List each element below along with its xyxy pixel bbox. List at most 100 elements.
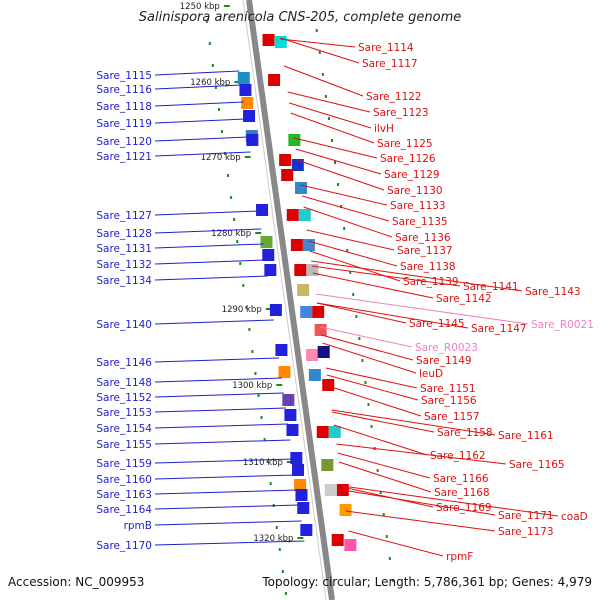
gene-label-Sare_1147: Sare_1147 xyxy=(471,323,527,335)
gene-feature-forward xyxy=(268,74,281,86)
leader-line xyxy=(333,424,428,456)
leader-line xyxy=(311,265,461,287)
leader-line xyxy=(154,520,302,526)
gene-feature-forward xyxy=(286,209,299,221)
leader-line xyxy=(154,504,300,510)
gene-feature-forward xyxy=(331,534,344,546)
scale-tick-label: 1250 kbp xyxy=(180,2,220,12)
gene-feature-reverse xyxy=(241,97,254,109)
leader-line xyxy=(154,540,305,546)
leader-line xyxy=(312,272,434,299)
leader-line xyxy=(154,377,282,383)
leader-line xyxy=(154,151,251,157)
gene-feature-reverse xyxy=(294,479,307,491)
gene-feature-forward xyxy=(294,264,307,276)
leader-line xyxy=(293,137,378,159)
leader-line xyxy=(154,458,294,464)
gene-feature-reverse xyxy=(243,110,256,122)
gene-label-Sare_1134: Sare_1134 xyxy=(96,275,152,287)
gene-label-Sare_1131: Sare_1131 xyxy=(96,243,152,255)
leader-line xyxy=(154,407,287,413)
gene-label-Sare_1122: Sare_1122 xyxy=(366,91,422,103)
gene-feature-forward xyxy=(328,426,341,438)
gene-label-Sare_1170: Sare_1170 xyxy=(96,540,152,552)
gene-label-Sare_1155: Sare_1155 xyxy=(96,439,152,451)
leader-line xyxy=(154,210,259,216)
gene-label-Sare_1157: Sare_1157 xyxy=(424,411,480,423)
gene-label-Sare_1115: Sare_1115 xyxy=(96,70,152,82)
gene-feature-reverse xyxy=(262,249,275,261)
gene-label-Sare_1126: Sare_1126 xyxy=(380,153,436,165)
accession-label: Accession: NC_009953 xyxy=(8,575,145,589)
gene-label-Sare_1128: Sare_1128 xyxy=(96,228,152,240)
leader-line xyxy=(154,474,296,480)
gene-label-Sare_1173: Sare_1173 xyxy=(498,526,554,538)
gene-label-Sare_1165: Sare_1165 xyxy=(509,459,565,471)
gene-feature-reverse xyxy=(275,344,288,356)
gene-feature-reverse xyxy=(260,236,273,248)
gene-label-Sare_1116: Sare_1116 xyxy=(96,84,152,96)
leader-line xyxy=(328,385,422,417)
leader-line xyxy=(303,206,393,238)
leader-line xyxy=(315,293,529,325)
gene-label-Sare_1130: Sare_1130 xyxy=(387,185,443,197)
gene-label-leuD: leuD xyxy=(419,368,443,380)
gene-label-Sare_R0023: Sare_R0023 xyxy=(415,342,478,354)
leader-line xyxy=(296,159,385,191)
gene-feature-forward xyxy=(298,209,311,221)
leader-line xyxy=(316,302,469,329)
map-title: Salinispora arenicola CNS-205, complete … xyxy=(138,10,462,25)
leader-line xyxy=(283,65,364,97)
gene-feature-reverse xyxy=(237,72,250,84)
gene-feature-forward xyxy=(281,169,294,181)
gene-label-coaD: coaD xyxy=(561,511,588,523)
gene-label-Sare_1129: Sare_1129 xyxy=(384,169,440,181)
gene-feature-forward xyxy=(306,264,319,276)
gene-feature-forward xyxy=(288,134,301,146)
gene-feature-forward xyxy=(290,239,303,251)
gene-feature-reverse xyxy=(290,452,303,464)
leader-line xyxy=(287,91,371,113)
leader-line xyxy=(331,411,435,433)
genome-backbone xyxy=(246,0,335,600)
gene-feature-forward xyxy=(300,306,313,318)
gene-feature-reverse xyxy=(282,394,295,406)
leader-line xyxy=(336,443,507,465)
leader-line xyxy=(154,275,268,281)
gene-feature-forward xyxy=(322,379,335,391)
leader-line xyxy=(325,367,418,389)
gene-label-Sare_1156: Sare_1156 xyxy=(421,395,477,407)
leader-line xyxy=(154,243,264,249)
gene-feature-forward xyxy=(312,306,325,318)
leader-line xyxy=(342,485,559,517)
gene-label-Sare_1133: Sare_1133 xyxy=(390,200,446,212)
leader-line xyxy=(154,357,280,363)
gene-feature-forward xyxy=(344,539,357,551)
gene-feature-forward xyxy=(308,369,321,381)
gene-label-Sare_1153: Sare_1153 xyxy=(96,407,152,419)
gene-label-Sare_1152: Sare_1152 xyxy=(96,392,152,404)
gene-feature-forward xyxy=(291,159,304,171)
leader-line xyxy=(331,409,496,436)
gene-feature-forward xyxy=(279,154,292,166)
gene-feature-reverse xyxy=(297,502,310,514)
leader-line xyxy=(154,118,247,124)
leader-line xyxy=(290,112,375,144)
scale-tick-label: 1280 kbp xyxy=(211,229,251,239)
leader-line xyxy=(337,452,431,479)
leader-line xyxy=(301,195,390,222)
gene-label-Sare_1118: Sare_1118 xyxy=(96,101,152,113)
backbone-edge xyxy=(242,0,327,600)
gene-label-Sare_1143: Sare_1143 xyxy=(525,286,581,298)
gene-feature-reverse xyxy=(264,264,277,276)
gene-feature-forward xyxy=(306,349,319,361)
gene-label-Sare_1127: Sare_1127 xyxy=(96,210,152,222)
gene-label-Sare_1168: Sare_1168 xyxy=(434,487,490,499)
scale-tick-label: 1320 kbp xyxy=(253,534,293,544)
leader-line xyxy=(154,101,244,107)
gene-label-Sare_1151: Sare_1151 xyxy=(420,383,476,395)
gene-feature-forward xyxy=(316,426,329,438)
scale-tick-label: 1260 kbp xyxy=(190,78,230,88)
